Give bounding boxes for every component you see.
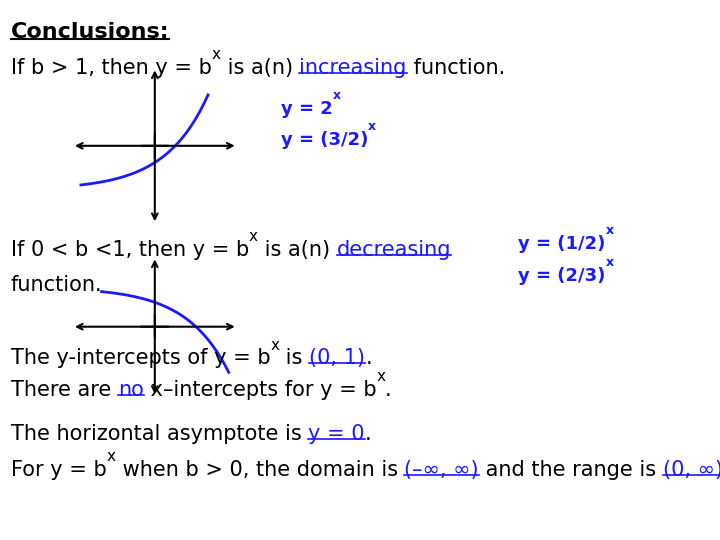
Text: x: x xyxy=(606,224,614,237)
Text: x: x xyxy=(249,230,258,245)
Text: x: x xyxy=(606,256,614,269)
Text: .: . xyxy=(385,380,392,400)
Text: function.: function. xyxy=(407,58,505,78)
Text: decreasing: decreasing xyxy=(337,240,451,260)
Text: is a(n): is a(n) xyxy=(258,240,337,260)
Text: If b > 1, then y = b: If b > 1, then y = b xyxy=(11,58,212,78)
Text: x: x xyxy=(376,369,385,384)
Text: when b > 0, the domain is: when b > 0, the domain is xyxy=(115,460,405,480)
Text: If 0 < b <1, then y = b: If 0 < b <1, then y = b xyxy=(11,240,249,260)
Text: y = (1/2): y = (1/2) xyxy=(518,235,606,253)
Text: Conclusions:: Conclusions: xyxy=(11,22,169,42)
Text: and the range is: and the range is xyxy=(479,460,662,480)
Text: y = (3/2): y = (3/2) xyxy=(281,131,368,149)
Text: x: x xyxy=(333,89,341,102)
Text: x: x xyxy=(212,47,220,62)
Text: no: no xyxy=(117,380,143,400)
Text: is a(n): is a(n) xyxy=(220,58,300,78)
Text: There are: There are xyxy=(11,380,117,400)
Text: For y = b: For y = b xyxy=(11,460,107,480)
Text: x: x xyxy=(368,120,377,133)
Text: (0, 1): (0, 1) xyxy=(310,348,366,368)
Text: (–∞, ∞): (–∞, ∞) xyxy=(405,460,479,480)
Text: .: . xyxy=(364,424,372,444)
Text: .: . xyxy=(366,348,372,368)
Text: y = 2: y = 2 xyxy=(281,100,333,118)
Text: function.: function. xyxy=(11,275,102,295)
Text: is: is xyxy=(279,348,310,368)
Text: y = 0: y = 0 xyxy=(308,424,364,444)
Text: (0, ∞): (0, ∞) xyxy=(662,460,720,480)
Text: x–intercepts for y = b: x–intercepts for y = b xyxy=(143,380,376,400)
Text: increasing: increasing xyxy=(300,58,407,78)
Text: x: x xyxy=(271,338,279,353)
Text: The y-intercepts of y = b: The y-intercepts of y = b xyxy=(11,348,271,368)
Text: x: x xyxy=(107,449,115,464)
Text: y = (2/3): y = (2/3) xyxy=(518,267,606,285)
Text: The horizontal asymptote is: The horizontal asymptote is xyxy=(11,424,308,444)
